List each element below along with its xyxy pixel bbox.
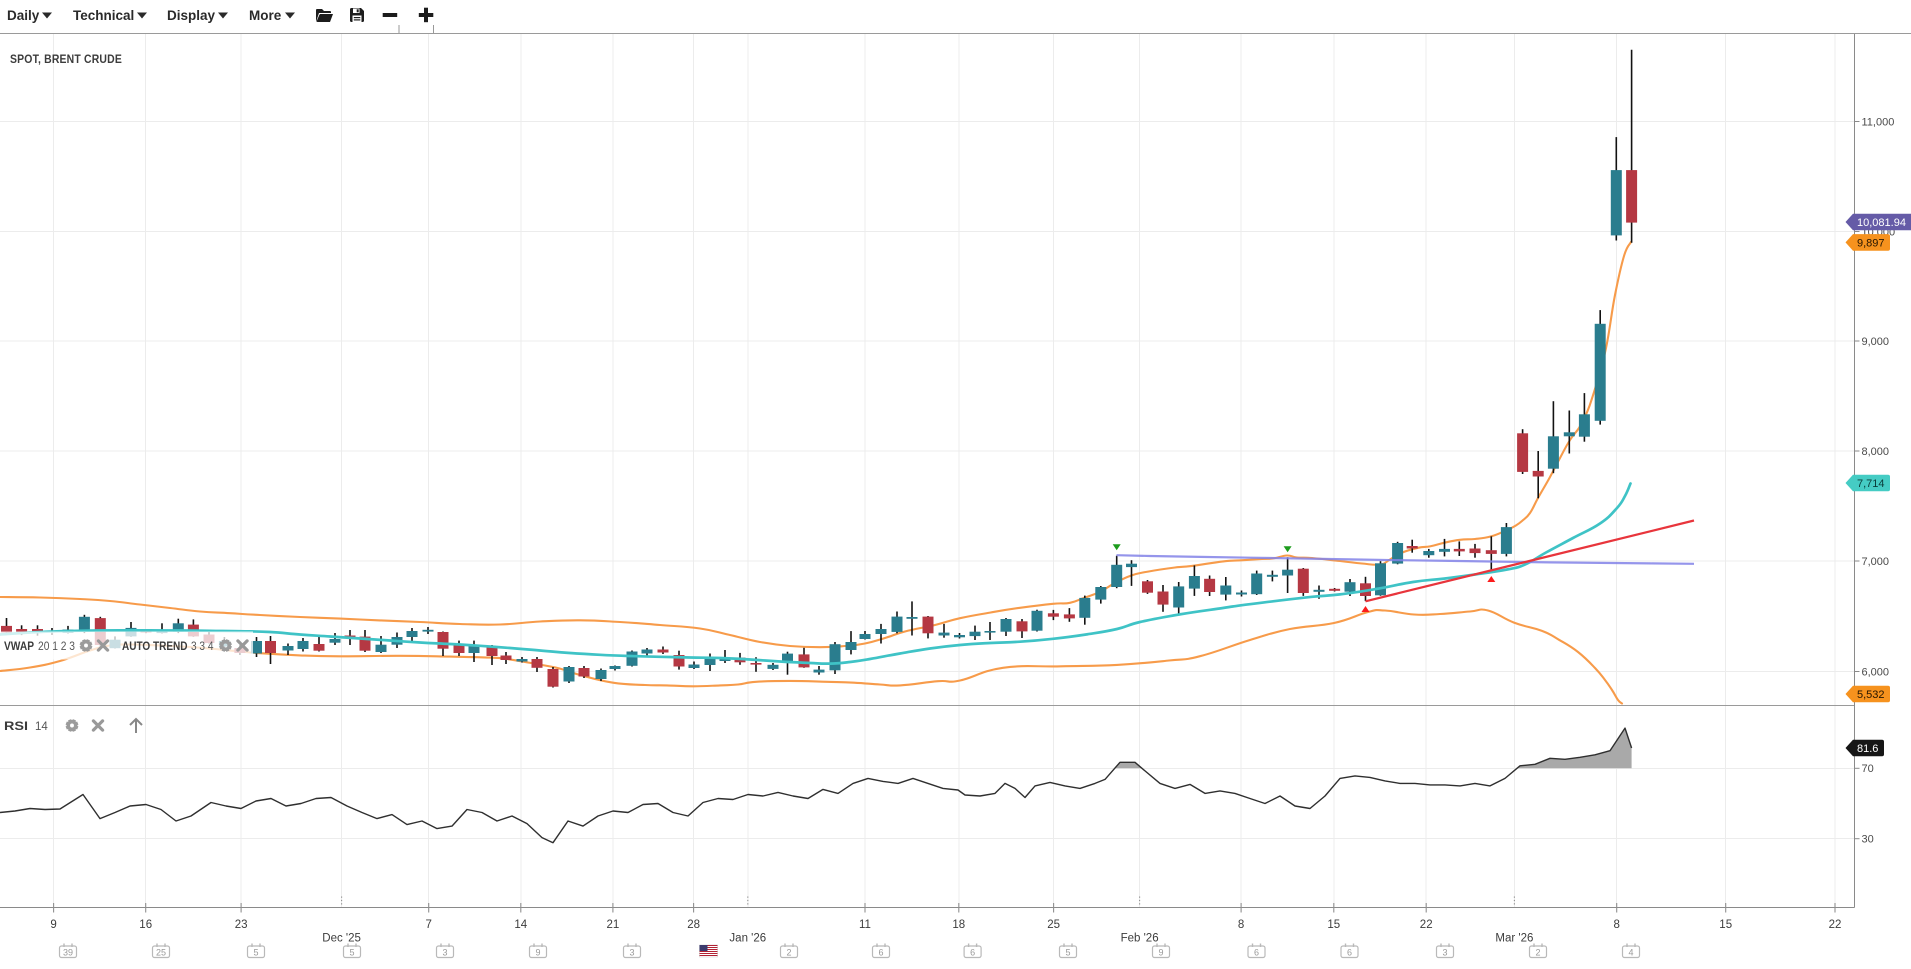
svg-text:9,000: 9,000	[1862, 336, 1890, 348]
svg-text:7: 7	[425, 919, 431, 931]
svg-text:2: 2	[786, 948, 791, 958]
svg-text:5: 5	[1065, 948, 1070, 958]
svg-text:5: 5	[349, 948, 354, 958]
svg-text:Dec '25: Dec '25	[322, 933, 361, 945]
svg-text:5: 5	[253, 948, 258, 958]
svg-text:21: 21	[607, 919, 620, 931]
svg-text:39: 39	[63, 948, 73, 958]
svg-text:81.6: 81.6	[1857, 743, 1878, 755]
svg-text:6: 6	[878, 948, 883, 958]
svg-text:22: 22	[1420, 919, 1433, 931]
svg-text:7,000: 7,000	[1862, 556, 1890, 568]
svg-text:Display: Display	[167, 8, 216, 23]
svg-text:6: 6	[1254, 948, 1259, 958]
svg-text:6: 6	[1347, 948, 1352, 958]
svg-text:20 1 2 3: 20 1 2 3	[38, 641, 75, 653]
svg-text:4: 4	[1628, 948, 1633, 958]
svg-text:3: 3	[629, 948, 634, 958]
svg-text:AUTO TREND: AUTO TREND	[122, 639, 188, 653]
svg-text:11,000: 11,000	[1862, 116, 1895, 128]
svg-text:6: 6	[970, 948, 975, 958]
svg-text:SPOT, BRENT CRUDE: SPOT, BRENT CRUDE	[10, 54, 122, 66]
svg-text:3: 3	[442, 948, 447, 958]
svg-text:25: 25	[1047, 919, 1060, 931]
svg-text:3: 3	[1442, 948, 1447, 958]
svg-text:8,000: 8,000	[1862, 446, 1890, 458]
svg-text:Feb '26: Feb '26	[1121, 933, 1159, 945]
svg-text:10,081.94: 10,081.94	[1857, 217, 1906, 229]
svg-text:15: 15	[1327, 919, 1340, 931]
svg-text:2: 2	[1535, 948, 1540, 958]
svg-text:6,000: 6,000	[1862, 666, 1890, 678]
svg-text:22: 22	[1829, 919, 1842, 931]
svg-text:7,714: 7,714	[1857, 478, 1885, 490]
svg-text:Mar '26: Mar '26	[1495, 933, 1533, 945]
svg-text:Daily: Daily	[7, 8, 40, 23]
svg-text:Jan '26: Jan '26	[729, 933, 766, 945]
svg-text:9: 9	[50, 919, 56, 931]
svg-text:9: 9	[535, 948, 540, 958]
svg-text:70: 70	[1862, 763, 1874, 775]
svg-text:9,897: 9,897	[1857, 237, 1885, 249]
svg-text:15: 15	[1719, 919, 1732, 931]
svg-text:5,532: 5,532	[1857, 689, 1885, 701]
svg-text:11: 11	[859, 919, 871, 931]
svg-text:Technical: Technical	[73, 8, 134, 23]
svg-text:9: 9	[1158, 948, 1163, 958]
svg-text:23: 23	[235, 919, 248, 931]
svg-text:8: 8	[1238, 919, 1244, 931]
svg-text:14: 14	[514, 919, 527, 931]
svg-text:VWAP: VWAP	[4, 639, 34, 653]
svg-text:25: 25	[156, 948, 166, 958]
svg-text:16: 16	[139, 919, 152, 931]
svg-text:28: 28	[687, 919, 700, 931]
svg-text:More: More	[249, 8, 282, 23]
svg-text:14: 14	[35, 721, 48, 733]
svg-text:RSI: RSI	[4, 719, 28, 733]
svg-text:8: 8	[1613, 919, 1619, 931]
svg-text:30: 30	[1862, 834, 1874, 846]
svg-text:18: 18	[952, 919, 965, 931]
svg-text:3 3 4: 3 3 4	[191, 641, 214, 653]
